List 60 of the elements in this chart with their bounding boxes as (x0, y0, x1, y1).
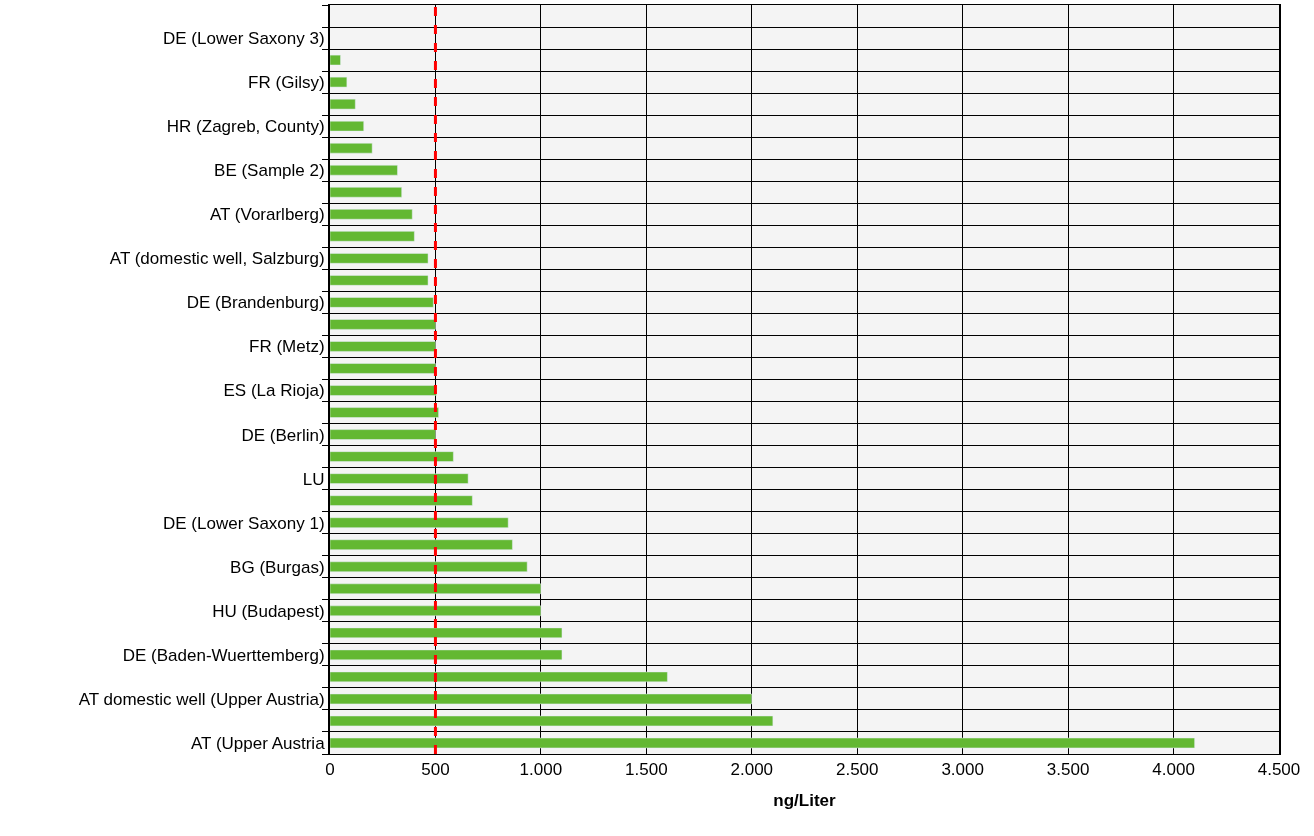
x-axis-title: ng/Liter (773, 790, 837, 810)
bar (330, 341, 436, 352)
bar (330, 165, 398, 176)
x-tick-label: 1.000 (519, 760, 563, 780)
x-tick-label: 0 (325, 760, 335, 780)
bar (330, 275, 429, 286)
bar (330, 605, 542, 617)
bar (330, 209, 413, 220)
y-tick-label: DE (Lower Saxony 1) (163, 513, 325, 533)
bar (330, 76, 348, 88)
y-tick-label: BE (Sample 2) (214, 161, 325, 181)
bar (330, 693, 753, 705)
bar (330, 363, 436, 374)
bar (330, 407, 439, 418)
y-tick-label: AT domestic well (Upper Austria) (78, 689, 325, 709)
bar (330, 495, 473, 506)
bar (330, 385, 437, 396)
y-tick-label: HR (Zagreb, County) (166, 117, 325, 137)
bar (330, 737, 1195, 749)
y-tick-label: AT (domestic well, Salzburg) (109, 249, 325, 269)
y-tick-label: AT (Vorarlberg) (209, 205, 325, 225)
bar (330, 231, 415, 242)
bar (330, 649, 563, 661)
bar (330, 253, 429, 264)
x-tick-label: 1.500 (625, 760, 668, 780)
bar (330, 561, 528, 572)
x-tick-label: 2.500 (835, 760, 879, 780)
y-tick-label: DE (Lower Saxony 3) (163, 28, 325, 48)
bar (330, 120, 364, 132)
bar (330, 539, 513, 550)
y-tick-label: DE (Brandenburg) (186, 293, 325, 313)
y-tick-label: HU (Budapest) (212, 601, 325, 621)
bar (330, 451, 454, 462)
x-tick-label: 2.000 (730, 760, 774, 780)
x-tick-label: 500 (421, 760, 450, 780)
bar (330, 627, 563, 639)
y-tick-label: ES (La Rioja) (223, 381, 325, 401)
bar (330, 473, 469, 484)
y-tick-label: DE (Baden-Wuerttemberg) (122, 645, 325, 665)
bar (330, 583, 542, 594)
x-tick-label: 3.000 (941, 760, 984, 780)
y-tick-label: DE (Berlin) (241, 425, 325, 445)
x-tick-label: 4.000 (1152, 760, 1195, 780)
y-tick-label: BG (Burgas) (230, 557, 325, 577)
y-tick-label: AT (Upper Austria (191, 733, 326, 753)
x-tick-label: 4.500 (1257, 760, 1301, 780)
bar (330, 142, 373, 154)
bar (330, 187, 402, 198)
bar (330, 429, 436, 440)
bar (330, 297, 434, 308)
bar (330, 54, 341, 66)
y-tick-label: LU (302, 469, 325, 489)
y-tick-label: FR (Gilsy) (248, 73, 325, 93)
bar (330, 98, 356, 110)
bar (330, 517, 509, 528)
bar (330, 715, 774, 727)
bar (330, 671, 668, 683)
x-tick-label: 3.500 (1046, 760, 1090, 780)
y-tick-label: FR (Metz) (249, 337, 325, 357)
bar (330, 319, 436, 330)
